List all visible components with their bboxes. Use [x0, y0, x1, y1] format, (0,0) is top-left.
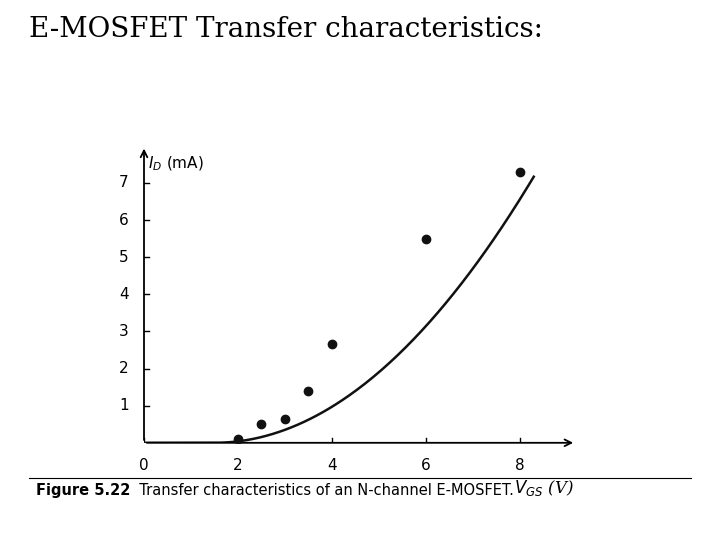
- Text: 3: 3: [119, 324, 128, 339]
- Text: 0: 0: [139, 458, 149, 474]
- Text: Transfer characteristics of an N-channel E-MOSFET.: Transfer characteristics of an N-channel…: [130, 483, 513, 498]
- Text: 4: 4: [119, 287, 128, 302]
- Text: 2: 2: [233, 458, 243, 474]
- Text: 6: 6: [421, 458, 431, 474]
- Text: E-MOSFET Transfer characteristics:: E-MOSFET Transfer characteristics:: [29, 16, 543, 43]
- Text: 4: 4: [327, 458, 337, 474]
- Text: 1: 1: [119, 398, 128, 413]
- Text: 5: 5: [119, 249, 128, 265]
- Text: 6: 6: [119, 213, 128, 227]
- Text: $I_D$ (mA): $I_D$ (mA): [148, 155, 204, 173]
- Text: 8: 8: [515, 458, 524, 474]
- Text: 2: 2: [119, 361, 128, 376]
- Text: $V_{GS}$ (V): $V_{GS}$ (V): [514, 478, 574, 498]
- Text: Figure 5.22: Figure 5.22: [36, 483, 130, 498]
- Text: 7: 7: [119, 176, 128, 191]
